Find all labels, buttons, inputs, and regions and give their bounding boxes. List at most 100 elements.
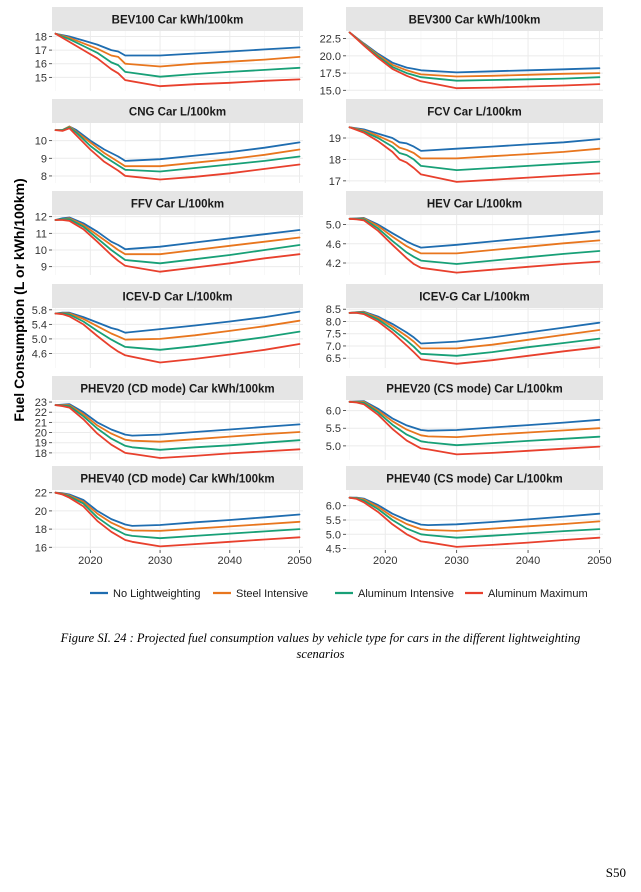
y-tick-label: 18	[35, 524, 47, 536]
y-tick-label: 16	[35, 542, 47, 554]
series-line-aluminum-maximum	[348, 217, 601, 274]
series-line-aluminum-intensive	[348, 400, 601, 447]
series-line-aluminum-intensive	[54, 32, 301, 78]
series-line-steel-intensive	[348, 31, 601, 78]
y-tick-label: 5.4	[32, 319, 47, 331]
series-line-steel-intensive	[54, 32, 301, 68]
series-line-aluminum-intensive	[54, 312, 301, 351]
panel-title: PHEV20 (CD mode) Car kWh/100km	[80, 384, 274, 396]
y-tick-label: 10	[35, 136, 47, 148]
series-line-aluminum-maximum	[348, 311, 601, 365]
panel-strip	[52, 284, 303, 308]
y-tick-label: 8.5	[326, 304, 341, 316]
y-tick-label: 5.8	[32, 305, 47, 317]
y-tick-label: 4.6	[32, 348, 47, 360]
plot-area	[346, 215, 603, 275]
legend-item-aluminum-maximum: Aluminum Maximum	[465, 588, 588, 600]
y-tick-label: 17.5	[320, 68, 341, 80]
fuel-consumption-figure: Fuel Consumption (L or kWh/100km) BEV100…	[11, 7, 612, 600]
series-line-no-lightweighting	[348, 31, 601, 74]
panel-phev40-cs-mode-car-l-100km: PHEV40 (CS mode) Car L/100km 4.5 5.0 5.5 6.0…	[326, 466, 612, 567]
panel-strip	[52, 7, 303, 31]
series-line-no-lightweighting	[54, 403, 301, 437]
series-line-steel-intensive	[54, 312, 301, 341]
y-tick-label: 11	[36, 228, 47, 240]
y-tick-label: 20	[35, 428, 47, 440]
series-line-aluminum-maximum	[54, 127, 301, 181]
series-line-aluminum-intensive	[54, 218, 301, 265]
series-line-aluminum-maximum	[54, 404, 301, 459]
y-tick-label: 7.0	[326, 341, 341, 353]
y-tick-label: 18	[329, 154, 341, 166]
panel-title: FFV Car L/100km	[131, 199, 224, 211]
panel-phev20-cs-mode-car-l-100km: PHEV20 (CS mode) Car L/100km 5.0 5.5 6.0	[326, 376, 603, 460]
y-tick-label: 22	[35, 407, 47, 419]
panel-strip	[346, 284, 603, 308]
series-line-aluminum-maximum	[348, 126, 601, 183]
series-line-aluminum-maximum	[348, 496, 601, 548]
series-line-aluminum-maximum	[54, 219, 301, 273]
series-line-aluminum-maximum	[54, 312, 301, 364]
x-tick-label: 2030	[444, 555, 468, 567]
plot-area	[52, 490, 303, 550]
figure-caption: Figure SI. 24 : Projected fuel consumpti…	[0, 630, 641, 662]
x-tick-label: 2020	[373, 555, 397, 567]
series-line-steel-intensive	[348, 400, 601, 439]
series-line-aluminum-intensive	[348, 126, 601, 172]
y-tick-label: 15	[35, 72, 47, 84]
legend: No Lightweighting Steel Intensive Aluminum…	[90, 588, 588, 600]
y-tick-label: 15.0	[320, 85, 341, 97]
series-line-aluminum-maximum	[54, 32, 301, 88]
series-line-aluminum-intensive	[348, 496, 601, 539]
series-line-aluminum-maximum	[348, 400, 601, 456]
panel-strip	[346, 376, 603, 400]
panel-title: ICEV-G Car L/100km	[419, 292, 530, 304]
panel-strip	[346, 7, 603, 31]
y-tick-label: 6.5	[326, 353, 341, 365]
y-tick-label: 19	[35, 438, 47, 450]
legend-label: No Lightweighting	[113, 588, 200, 600]
panel-title: PHEV40 (CD mode) Car kWh/100km	[80, 474, 274, 486]
panel-title: BEV100 Car kWh/100km	[112, 15, 244, 27]
panel-title: PHEV20 (CS mode) Car L/100km	[386, 384, 562, 396]
y-tick-label: 5.5	[326, 423, 341, 435]
y-tick-label: 5.0	[326, 441, 341, 453]
y-tick-label: 5.0	[326, 529, 341, 541]
caption-line-2: scenarios	[296, 647, 345, 661]
y-axis-label: Fuel Consumption (L or kWh/100km)	[11, 178, 27, 421]
y-tick-label: 8	[41, 171, 47, 183]
series-line-aluminum-intensive	[348, 311, 601, 357]
legend-item-no-lightweighting: No Lightweighting	[90, 588, 200, 600]
y-tick-label: 6.0	[326, 406, 341, 418]
plot-area	[346, 123, 603, 183]
panel-bev300-car-kwh-100km: BEV300 Car kWh/100km 15.0 17.5 20.0 22.5	[320, 7, 603, 97]
y-tick-label: 23	[35, 397, 47, 409]
panel-icev-g-car-l-100km: ICEV-G Car L/100km 6.57.07.58.08.5	[326, 284, 603, 368]
panel-strip	[52, 99, 303, 123]
panel-ffv-car-l-100km: FFV Car L/100km 9 10 11 12	[35, 191, 303, 275]
y-tick-label: 4.2	[326, 258, 341, 270]
y-tick-label: 18	[35, 31, 47, 43]
y-tick-label: 6.0	[326, 501, 341, 513]
y-tick-label: 5.0	[326, 220, 341, 232]
y-tick-label: 7.5	[326, 329, 341, 341]
series-line-steel-intensive	[348, 126, 601, 160]
legend-label: Steel Intensive	[236, 588, 308, 600]
panel-title: CNG Car L/100km	[129, 107, 226, 119]
y-tick-label: 21	[35, 417, 47, 429]
y-tick-label: 16	[35, 59, 47, 71]
y-tick-label: 10	[35, 245, 47, 257]
series-line-steel-intensive	[54, 404, 301, 443]
y-tick-label: 20.0	[320, 51, 341, 63]
panel-strip	[52, 191, 303, 215]
series-line-no-lightweighting	[54, 32, 301, 57]
panel-icev-d-car-l-100km: ICEV-D Car L/100km 4.6 5.0 5.4 5.8	[32, 284, 303, 368]
y-tick-label: 17	[329, 176, 341, 188]
panel-strip	[52, 376, 303, 400]
y-tick-label: 8.0	[326, 316, 341, 328]
series-line-aluminum-maximum	[348, 31, 601, 90]
panel-fcv-car-l-100km: FCV Car L/100km 17 18 19	[329, 99, 603, 188]
y-tick-label: 5.0	[32, 334, 47, 346]
series-line-no-lightweighting	[348, 126, 601, 152]
